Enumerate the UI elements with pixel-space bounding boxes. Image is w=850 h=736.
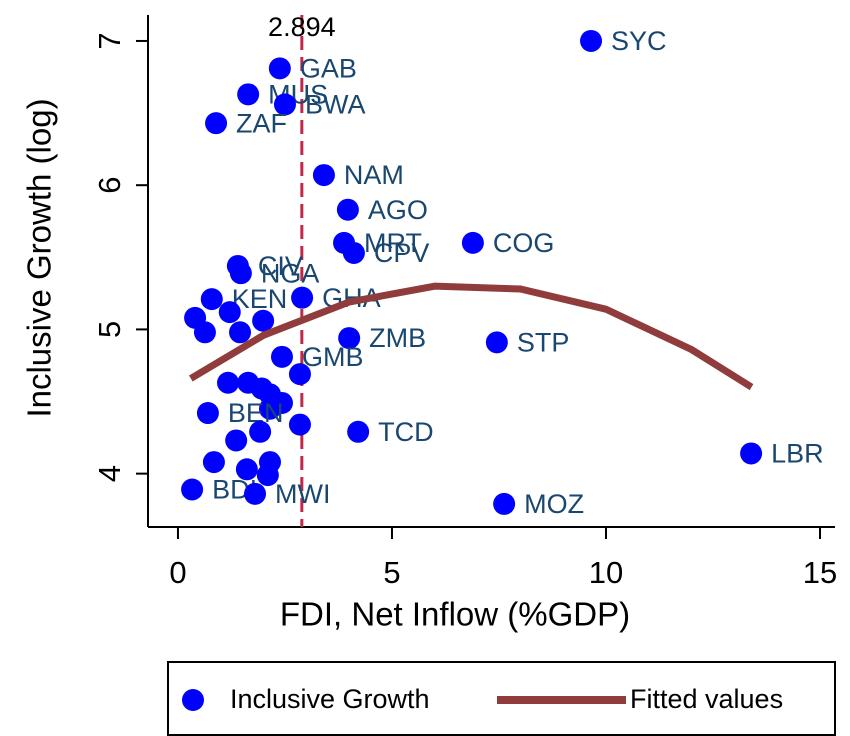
- scatter-point: [193, 321, 216, 344]
- reference-label: 2.894: [268, 12, 336, 42]
- legend-marker: [182, 689, 204, 711]
- scatter-point: [205, 112, 228, 135]
- scatter-point: [493, 492, 516, 515]
- point-label: KEN: [232, 284, 288, 314]
- y-tick-label: 4: [92, 465, 127, 482]
- y-axis-title: Inclusive Growth (log): [21, 98, 58, 417]
- scatter-point: [347, 420, 370, 443]
- legend-label: Inclusive Growth: [230, 684, 430, 714]
- scatter-point: [270, 345, 293, 368]
- point-label: MOZ: [524, 489, 584, 519]
- y-tick-label: 5: [92, 321, 127, 338]
- scatter-point: [196, 402, 219, 425]
- x-tick-label: 15: [803, 555, 837, 590]
- scatter-point: [312, 164, 335, 187]
- scatter-point: [244, 482, 267, 505]
- scatter-point: [268, 57, 291, 80]
- scatter-point: [336, 198, 359, 221]
- point-label: ZMB: [369, 323, 426, 353]
- x-tick-label: 0: [169, 555, 186, 590]
- point-label: GAB: [300, 53, 357, 83]
- point-label: ZAF: [236, 108, 287, 138]
- point-label: STP: [517, 328, 570, 358]
- x-tick-label: 5: [383, 555, 400, 590]
- scatter-point: [580, 29, 603, 52]
- scatter-point: [461, 231, 484, 254]
- legend-label: Fitted values: [630, 684, 783, 714]
- point-label: CPV: [374, 238, 430, 268]
- point-label: NAM: [344, 160, 404, 190]
- scatter-point: [202, 451, 225, 474]
- point-label: GMB: [302, 342, 364, 372]
- scatter-point: [217, 371, 240, 394]
- scatter-point: [229, 262, 252, 285]
- scatter-point: [256, 464, 279, 487]
- point-label: SYC: [611, 26, 667, 56]
- point-label: MRT: [364, 228, 422, 258]
- scatter-point: [485, 331, 508, 354]
- scatter-point: [200, 288, 223, 311]
- scatter-point: [225, 429, 248, 452]
- x-axis-title: FDI, Net Inflow (%GDP): [280, 596, 630, 633]
- scatter-point: [229, 321, 252, 344]
- scatter-point: [740, 442, 763, 465]
- y-tick-label: 7: [92, 32, 127, 49]
- scatter-point: [338, 327, 361, 350]
- scatter-point: [237, 83, 260, 106]
- point-label: LBR: [771, 439, 824, 469]
- scatter-point: [249, 420, 272, 443]
- scatter-point: [288, 363, 311, 386]
- point-label: AGO: [368, 195, 428, 225]
- point-label: COG: [493, 228, 555, 258]
- scatter-point: [252, 309, 275, 332]
- scatter-point: [181, 478, 204, 501]
- point-label: CIV: [258, 251, 303, 281]
- point-label: TCD: [378, 417, 434, 447]
- fitted-line: [189, 282, 754, 391]
- point-label: BWA: [305, 90, 366, 120]
- scatter-point: [235, 458, 258, 481]
- scatter-point: [288, 413, 311, 436]
- scatter-point: [291, 286, 314, 309]
- scatter-point: [273, 93, 296, 116]
- scatter-point: [258, 397, 281, 420]
- scatter-point: [342, 241, 365, 264]
- x-tick-label: 10: [589, 555, 623, 590]
- point-label: MWI: [275, 479, 330, 509]
- y-tick-label: 6: [92, 177, 127, 194]
- point-label: NGA: [261, 258, 320, 288]
- scatter-point: [218, 301, 241, 324]
